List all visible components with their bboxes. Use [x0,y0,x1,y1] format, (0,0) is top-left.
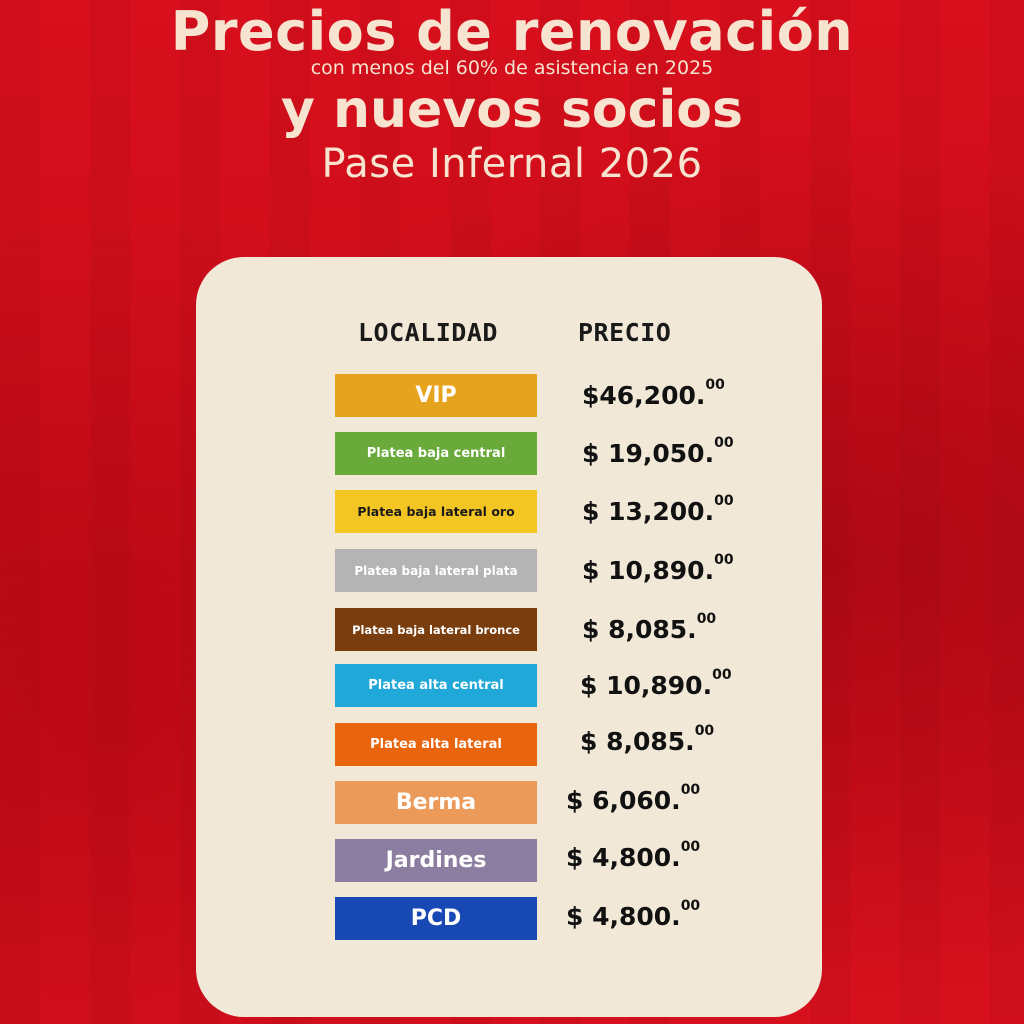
row-price-vip: $46,200.00 [582,377,725,410]
row-label-jardines: Jardines [335,839,537,882]
row-price-platea-baja-central: $ 19,050.00 [582,435,734,468]
row-price-platea-alta-central: $ 10,890.00 [580,667,732,700]
row-price-jardines: $ 4,800.00 [566,839,701,872]
row-label-platea-alta-central: Platea alta central [335,664,537,707]
row-price-berma: $ 6,060.00 [566,782,701,815]
row-price-pcd: $ 4,800.00 [566,898,701,931]
row-price-platea-baja-lateral-oro: $ 13,200.00 [582,493,734,526]
title-line-3: Pase Infernal 2026 [321,141,703,187]
column-header-precio: PRECIO [578,318,672,347]
row-label-platea-baja-lateral-oro: Platea baja lateral oro [335,490,537,533]
row-label-berma: Berma [335,781,537,824]
title-line-1: Precios de renovación [170,0,854,63]
column-header-localidad: LOCALIDAD [358,318,498,347]
row-label-platea-baja-lateral-bronce: Platea baja lateral bronce [335,608,537,651]
row-label-platea-alta-lateral: Platea alta lateral [335,723,537,766]
row-label-pcd: PCD [335,897,537,940]
row-label-platea-baja-central: Platea baja central [335,432,537,475]
row-price-platea-baja-lateral-plata: $ 10,890.00 [582,552,734,585]
row-label-platea-baja-lateral-plata: Platea baja lateral plata [335,549,537,592]
title-line-2: y nuevos socios [281,80,743,140]
subtitle: con menos del 60% de asistencia en 2025 [310,57,714,79]
row-price-platea-baja-lateral-bronce: $ 8,085.00 [582,611,717,644]
row-price-platea-alta-lateral: $ 8,085.00 [580,723,715,756]
row-label-vip: VIP [335,374,537,417]
